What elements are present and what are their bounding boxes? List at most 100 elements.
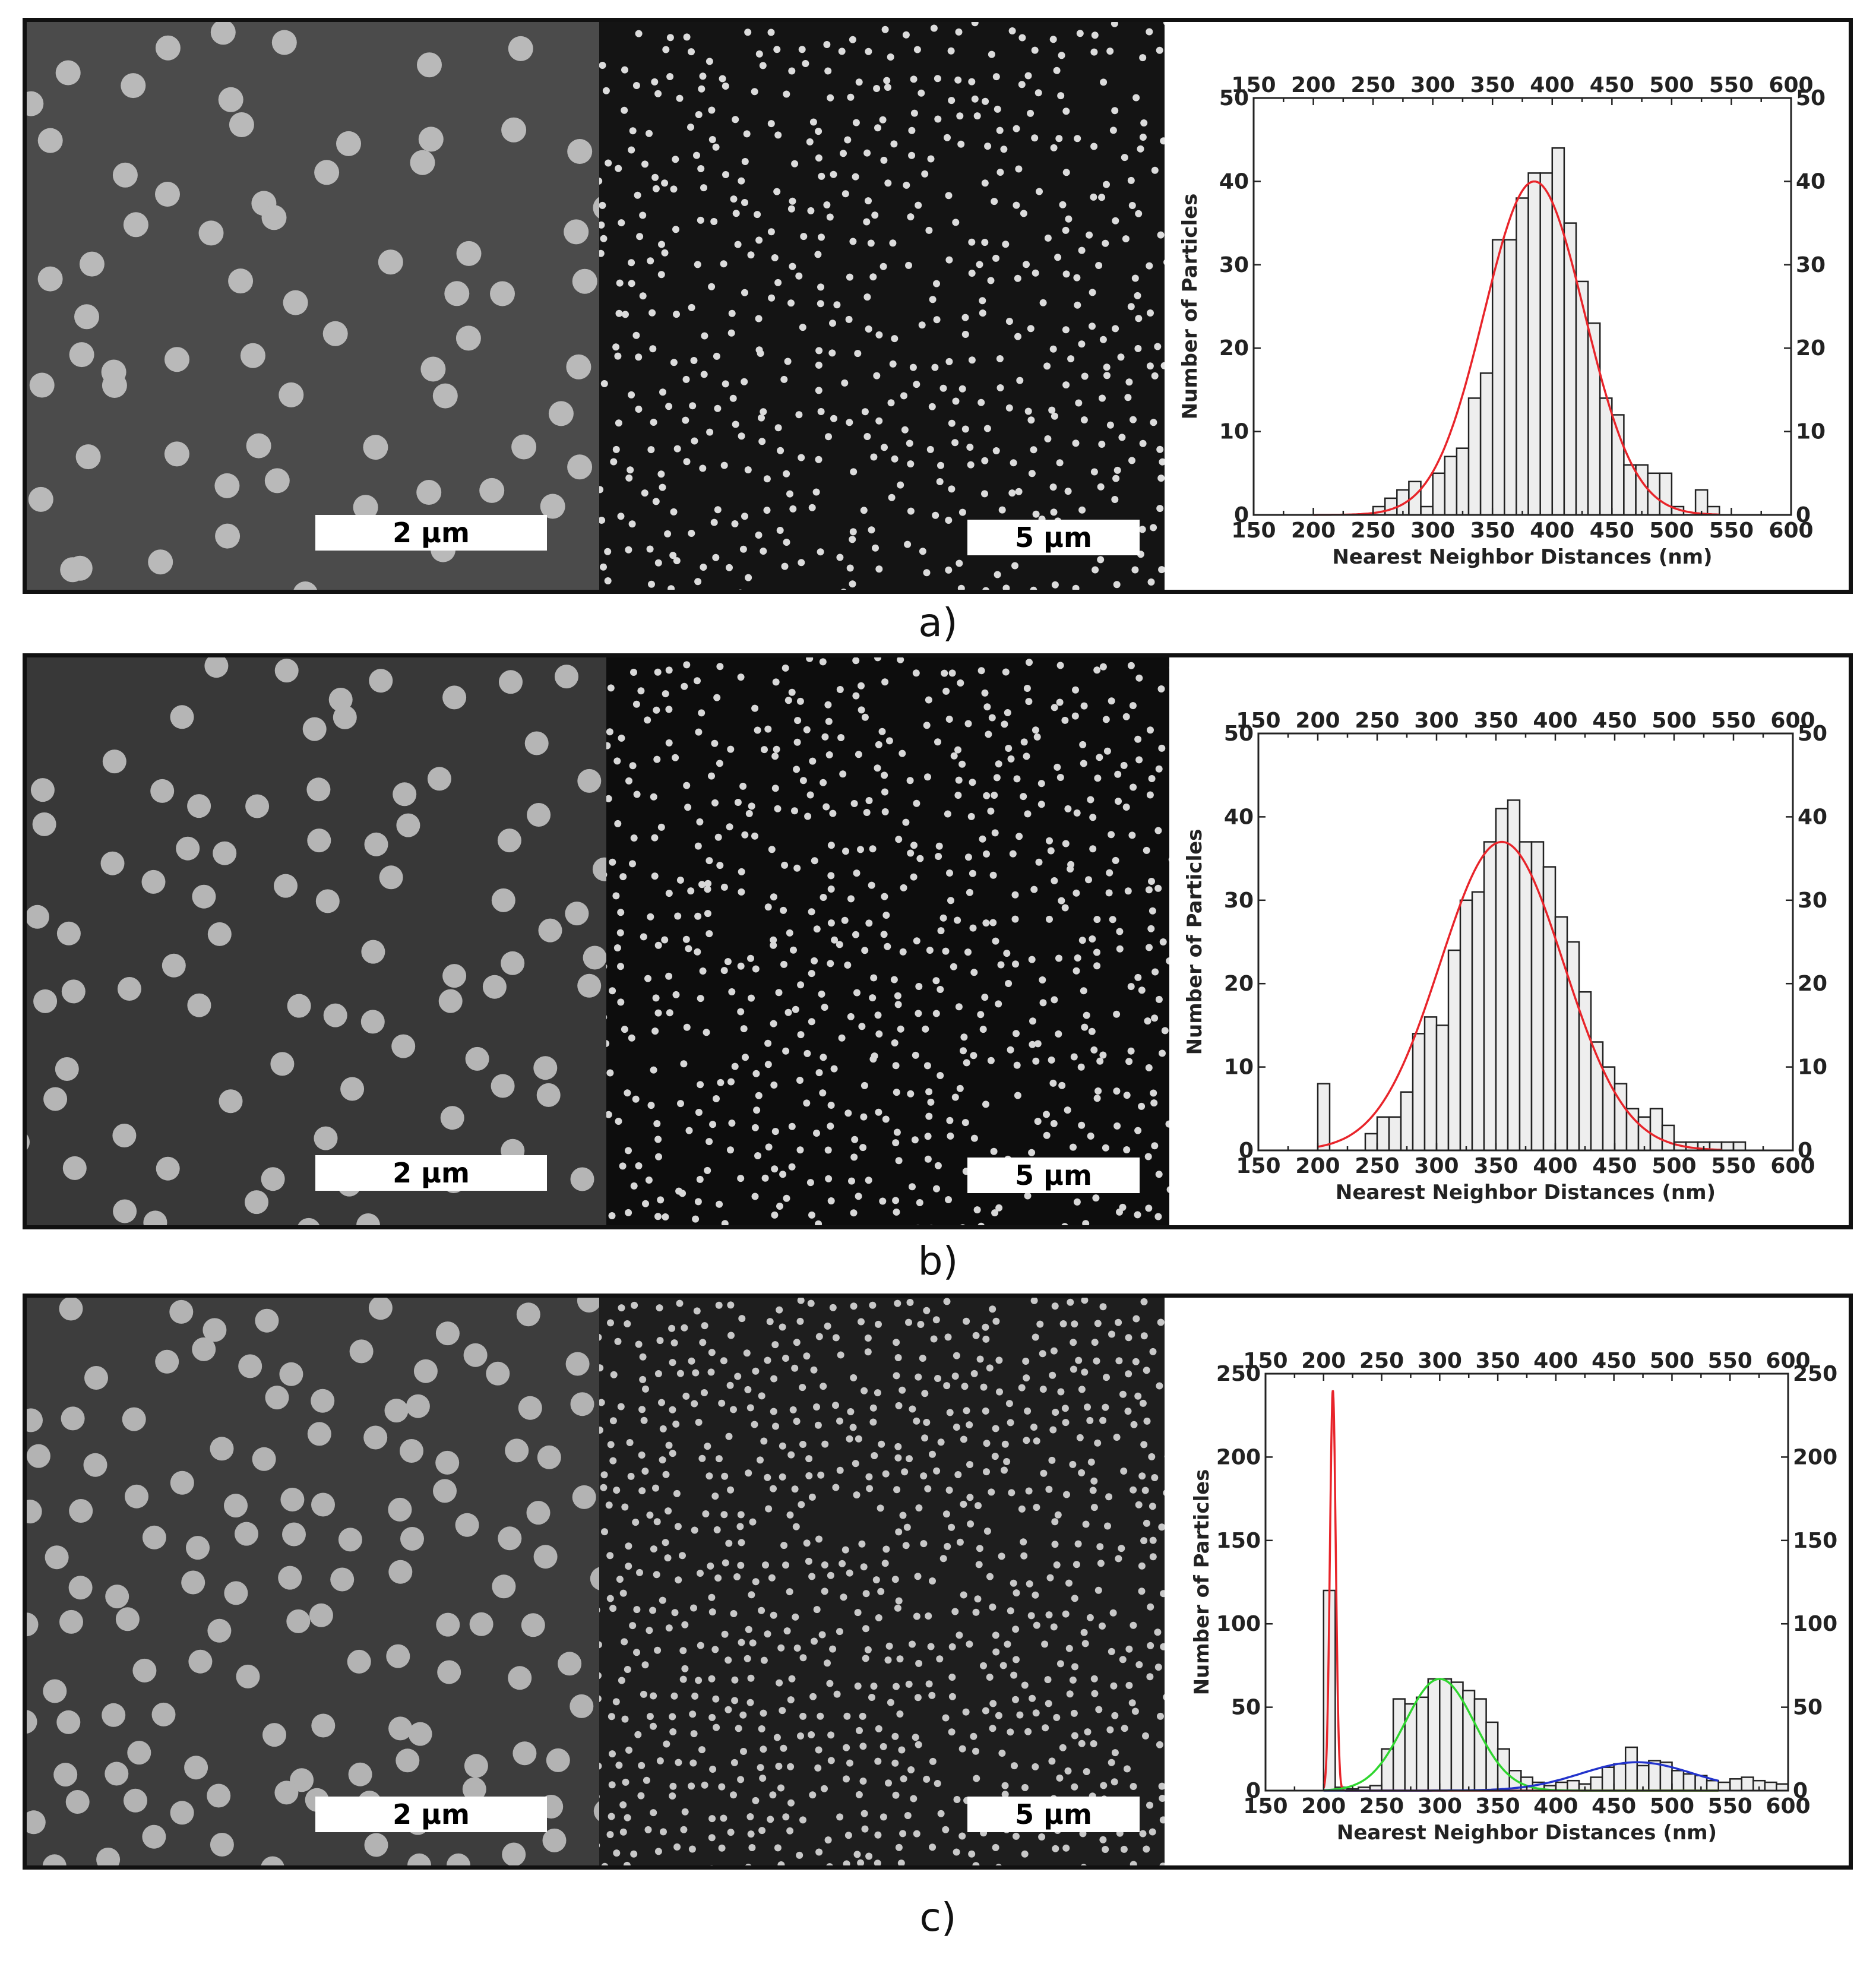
particle (612, 1698, 620, 1706)
particle (1099, 1051, 1107, 1059)
particle (647, 257, 654, 265)
particle (859, 1743, 867, 1750)
y-axis-label: Number of Particles (1190, 1469, 1214, 1696)
particle (984, 143, 992, 150)
x-tick-label-top: 300 (1410, 73, 1455, 97)
caption-a: a) (918, 600, 958, 646)
particle (501, 951, 525, 975)
particle (770, 1375, 778, 1383)
particle (1013, 775, 1021, 783)
particle (624, 1089, 631, 1097)
particle (799, 777, 807, 785)
particle (673, 311, 680, 318)
particle (782, 1355, 789, 1362)
particle (1139, 439, 1147, 447)
particle (708, 772, 715, 780)
particle (881, 1560, 889, 1567)
particle (1059, 1744, 1067, 1751)
particle (1093, 948, 1100, 956)
particle (599, 1364, 604, 1372)
particle (658, 241, 665, 248)
particle (1128, 831, 1136, 839)
particle (870, 1683, 878, 1690)
particle (690, 1730, 698, 1738)
particle (280, 1488, 305, 1511)
particle (502, 1842, 526, 1865)
particle (646, 545, 654, 553)
particle (819, 658, 827, 666)
particle (1116, 945, 1124, 953)
particle (951, 439, 959, 447)
particle (1103, 181, 1110, 188)
particle (693, 151, 700, 159)
particle (853, 1851, 861, 1858)
particle (696, 1175, 704, 1183)
y-tick-label: 40 (1219, 169, 1249, 194)
particle (681, 1808, 689, 1816)
particle (942, 1714, 950, 1722)
particle (659, 388, 666, 396)
particle (844, 136, 852, 144)
particle (948, 1643, 956, 1650)
particle (991, 829, 999, 837)
particle (996, 169, 1004, 176)
particle (654, 559, 662, 567)
particle (192, 1337, 216, 1361)
particle (865, 1852, 873, 1860)
particle (738, 868, 745, 875)
particle (1007, 1728, 1014, 1736)
particle (808, 504, 816, 511)
particle (874, 124, 881, 132)
particle (824, 1322, 831, 1330)
particle (815, 1535, 822, 1543)
particle (1128, 1699, 1136, 1707)
particle (639, 292, 647, 300)
particle (606, 964, 608, 969)
particle (796, 1146, 804, 1154)
particle (990, 1147, 998, 1155)
particle (287, 994, 311, 1018)
particle (1127, 1047, 1135, 1055)
particle (1056, 1660, 1064, 1668)
histogram-bar (1729, 1778, 1743, 1792)
particle (1020, 1538, 1027, 1546)
particle (1033, 1504, 1040, 1511)
particle (1055, 954, 1062, 962)
particle (926, 445, 934, 453)
particle (1129, 702, 1137, 710)
particle (572, 268, 597, 294)
particle (865, 1473, 873, 1481)
particle (649, 345, 657, 353)
particle (966, 444, 974, 451)
particle (314, 1126, 338, 1150)
particle (875, 1030, 883, 1038)
particle (1157, 685, 1165, 692)
particle (804, 812, 812, 820)
particle (1065, 215, 1073, 223)
particle (865, 919, 873, 927)
particle (599, 177, 603, 185)
particle (1143, 1845, 1150, 1853)
particle (1007, 1046, 1014, 1054)
particle (1105, 889, 1113, 897)
particle (644, 1826, 652, 1833)
particle (863, 149, 871, 157)
particle (967, 461, 975, 469)
particle-group (599, 22, 1165, 590)
particle (818, 990, 825, 998)
histogram-bar (1623, 464, 1637, 516)
particle (653, 1571, 660, 1579)
particle (680, 1060, 688, 1068)
y-tick-label: 50 (1224, 722, 1254, 746)
particle (956, 559, 963, 567)
particle (875, 1108, 882, 1116)
particle (601, 1862, 609, 1865)
particle (994, 571, 1001, 578)
particle (647, 913, 654, 921)
particle (677, 1100, 684, 1108)
particle (1102, 1403, 1109, 1411)
sem-particles-large (27, 1298, 599, 1865)
particle (932, 977, 940, 985)
particle (1067, 1298, 1074, 1306)
particle (827, 1197, 835, 1204)
